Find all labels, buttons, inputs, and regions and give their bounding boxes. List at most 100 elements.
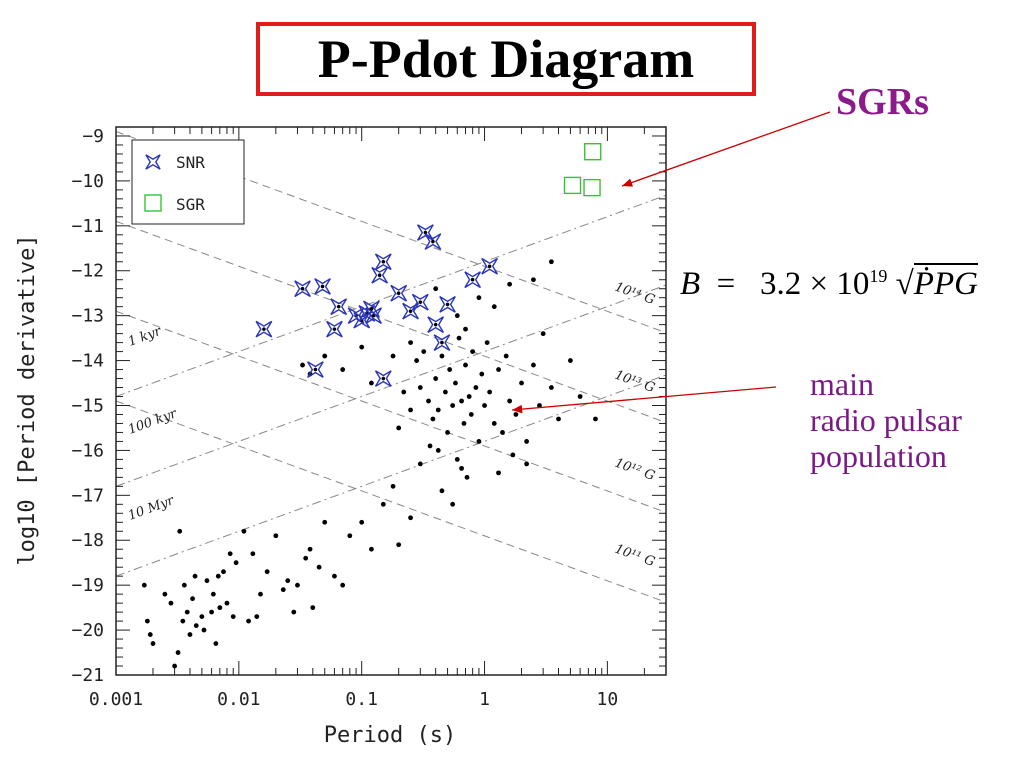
pulsar-point [181, 582, 187, 588]
y-tick-label: −14 [71, 351, 104, 372]
sgr-square-marker [584, 143, 602, 161]
pulsar-point [476, 439, 482, 444]
snr-center-dot [470, 277, 475, 282]
pulsar-point [484, 340, 490, 346]
y-axis-title: log10 [Period derivative] [15, 234, 40, 565]
y-tick-label: −10 [71, 171, 104, 192]
pulsar-point [459, 398, 464, 404]
pulsar-point [507, 398, 513, 404]
pulsar-point [340, 367, 346, 372]
pulsar-point [531, 277, 536, 283]
snr-star-marker [371, 266, 388, 284]
pulsar-point [540, 331, 546, 337]
formula-times: × [809, 266, 829, 302]
pulsar-point [221, 569, 226, 575]
line-field-6 [116, 400, 666, 603]
main-population-label: main radio pulsar population [810, 366, 962, 474]
reference-lines [116, 131, 666, 603]
pulsar-point [250, 551, 256, 557]
pulsar-point [470, 349, 476, 354]
pulsar-point [340, 582, 346, 588]
pulsar-point [439, 488, 445, 494]
pulsar-point [507, 281, 513, 287]
pulsar-point [233, 560, 239, 566]
pulsar-point [496, 470, 501, 476]
line-label-2: 10 Myr [126, 493, 177, 524]
pulsar-point [210, 591, 216, 597]
pulsar-point [316, 564, 322, 570]
pulsar-point [162, 591, 168, 597]
pulsar-point [524, 439, 530, 444]
main-label-line-2: radio pulsar [810, 402, 962, 438]
y-tick-label: −9 [82, 126, 104, 147]
callout-arrows [511, 111, 831, 414]
pulsar-point [463, 326, 468, 332]
formula-sqrt-icon: √ [895, 266, 914, 302]
pulsar-point [359, 519, 365, 525]
main-label-line-3: population [810, 438, 947, 474]
line-label-6: 10¹¹ G [613, 542, 657, 570]
pulsar-point [180, 618, 186, 624]
snr-center-dot [320, 284, 325, 289]
snr-center-dot [381, 259, 386, 264]
formula-coefficient: 3.2 [760, 266, 802, 302]
pulsar-point [150, 641, 156, 646]
pulsar-point [369, 546, 374, 552]
pulsar-point [199, 614, 205, 620]
pulsar-point [510, 452, 516, 458]
snr-star-marker [390, 284, 408, 302]
pulsar-point [503, 353, 509, 359]
pulsar-point [307, 546, 313, 552]
pulsar-point [447, 367, 453, 372]
slide-title-box: P-Pdot Diagram [256, 22, 756, 96]
line-label-5: 10¹² G [613, 456, 657, 484]
sgr-callout-label: SGRs [836, 81, 929, 123]
snr-center-dot [487, 264, 492, 269]
snr-center-dot [431, 239, 435, 244]
pulsar-point [537, 403, 542, 408]
pulsar-point [519, 380, 524, 386]
pulsar-point [473, 385, 479, 390]
snr-star-marker [374, 253, 392, 271]
pulsar-point [435, 407, 441, 413]
pulsar-point [466, 394, 472, 399]
pulsar-point [380, 501, 386, 507]
pulsar-point [303, 555, 309, 561]
pulsar-point [172, 663, 178, 669]
pulsar-point [556, 416, 561, 422]
pulsar-point [273, 533, 279, 539]
pulsar-point [241, 528, 247, 534]
line-field-5 [116, 310, 666, 513]
pulsar-point [417, 461, 423, 467]
pulsar-point [300, 362, 305, 368]
sgr-square-marker [563, 176, 582, 195]
pulsar-point [322, 353, 328, 359]
snr-center-dot [408, 309, 413, 313]
pulsar-point [187, 632, 193, 637]
slide-title: P-Pdot Diagram [317, 29, 695, 89]
snr-star-marker [411, 293, 429, 311]
main-label-line-1: main [810, 366, 874, 402]
pulsar-point [421, 349, 427, 354]
main-pop-arrow-shaft [511, 386, 777, 411]
pulsar-point [193, 623, 199, 628]
pulsar-point [463, 362, 468, 368]
pulsar-point [453, 380, 458, 386]
pulsar-point [359, 344, 365, 350]
plot-frame [115, 126, 667, 676]
pulsar-point [459, 465, 464, 471]
snr-center-dot [300, 286, 305, 291]
y-tick-label: −15 [71, 395, 104, 416]
pulsar-point [258, 591, 263, 597]
snr-star-marker [307, 361, 324, 378]
pulsar-point [401, 389, 407, 395]
pulsar-point [417, 385, 423, 390]
snr-center-dot [423, 230, 428, 235]
pulsar-point [332, 573, 337, 579]
x-tick-label: 0.01 [217, 689, 260, 710]
pulsar-point [577, 394, 583, 399]
legend-sgr-label: SGR [176, 195, 205, 214]
y-tick-label: −16 [71, 440, 104, 461]
x-tick-label: 0.1 [345, 689, 378, 710]
snr-star-marker [417, 224, 434, 241]
